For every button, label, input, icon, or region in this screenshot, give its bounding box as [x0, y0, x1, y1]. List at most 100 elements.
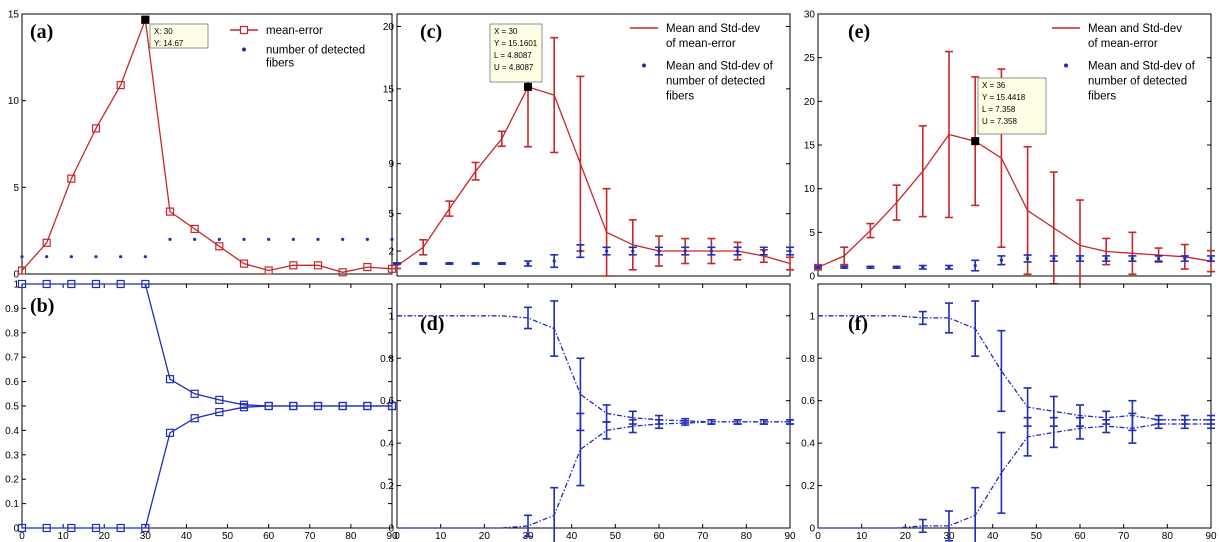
- data-point: [363, 262, 372, 272]
- data-tip-text: L = 7.358: [982, 105, 1016, 114]
- data-point: [341, 237, 345, 241]
- data-tip-text: L = 4.8087: [494, 51, 532, 60]
- legend-label: number of detected: [1088, 76, 1187, 88]
- x-tick-label: 70: [697, 531, 709, 542]
- legend-label: Mean and Std-dev: [1088, 23, 1182, 35]
- panel-d: 00.20.40.60.810102030405060708090(d): [380, 283, 796, 542]
- data-point: [365, 237, 369, 241]
- data-point: [316, 237, 320, 241]
- data-point: [1209, 256, 1213, 261]
- data-tip-text: Y: 14.67: [154, 39, 184, 48]
- data-point: [42, 238, 51, 247]
- x-tick-label: 40: [181, 531, 193, 542]
- data-tip-text: U = 4.8087: [494, 63, 534, 72]
- y-tick-label: 25: [804, 53, 816, 64]
- data-point: [289, 261, 298, 270]
- series-line: [396, 86, 791, 267]
- data-point: [190, 224, 199, 234]
- series-line: [817, 133, 1212, 268]
- y-tick-label: 9: [388, 159, 394, 170]
- data-tip-text: X = 30: [494, 27, 518, 36]
- panel-label: (b): [30, 295, 54, 317]
- data-point: [762, 249, 766, 253]
- y-tick-label: 0.4: [5, 426, 19, 437]
- panel-label: (f): [848, 313, 868, 335]
- data-point: [267, 237, 271, 241]
- y-tick-label: 10: [804, 184, 816, 195]
- data-point: [500, 261, 504, 266]
- series-2: [17, 401, 397, 533]
- series-line: [818, 423, 1211, 529]
- data-point: [999, 258, 1004, 262]
- data-point: [165, 428, 175, 437]
- series-2: [814, 254, 1215, 272]
- data-point: [842, 265, 846, 269]
- y-tick-label: 0.2: [5, 475, 19, 486]
- data-point: [215, 395, 224, 404]
- data-tip-text: Y = 15.4418: [982, 93, 1026, 102]
- data-point: [190, 414, 199, 423]
- data-point: [395, 261, 399, 266]
- data-point: [947, 265, 951, 269]
- data-point: [338, 268, 347, 277]
- legend-marker: [239, 25, 249, 35]
- legend-entry-1: Mean and Std-dev of mean-error: [630, 23, 760, 50]
- plot-area: [21, 13, 393, 275]
- series-2: [393, 244, 794, 269]
- panel-label: (c): [420, 21, 442, 43]
- x-tick-label: 60: [1074, 531, 1086, 542]
- data-point: [1130, 256, 1134, 261]
- data-point: [116, 279, 125, 289]
- data-point: [552, 259, 556, 263]
- series-line: [22, 405, 392, 529]
- data-point: [363, 401, 372, 411]
- legend-marker: [642, 63, 646, 68]
- data-point: [17, 279, 27, 289]
- y-tick-label: 0.2: [801, 481, 815, 492]
- data-point: [242, 237, 246, 241]
- series-2: [20, 237, 394, 259]
- legend-entry-2: Mean and Std-dev of number of detected fib…: [642, 61, 774, 103]
- x-tick-label: 40: [987, 531, 999, 542]
- legend-entry-1: Mean and Std-dev of mean-error: [1052, 23, 1182, 50]
- data-point: [217, 237, 221, 241]
- data-point: [447, 261, 451, 266]
- legend-label: Mean and Std-dev: [666, 23, 760, 35]
- x-tick-label: 20: [99, 531, 111, 542]
- series-line: [21, 19, 393, 273]
- series-1: [17, 15, 397, 277]
- plot-area: [396, 283, 791, 529]
- y-tick-label: 0.8: [5, 328, 19, 339]
- data-point: [193, 237, 197, 241]
- data-tip-box: [149, 23, 209, 49]
- legend-marker: [1064, 63, 1068, 68]
- y-tick-label: 1: [13, 280, 19, 291]
- x-tick-label: 50: [1031, 531, 1043, 542]
- y-tick-label: 0.1: [5, 499, 19, 510]
- data-point: [1183, 256, 1187, 261]
- legend-label: of mean-error: [666, 38, 736, 50]
- panel-label: (d): [420, 313, 444, 335]
- data-point: [45, 255, 49, 259]
- data-point: [1104, 256, 1108, 261]
- data-tip-text: U = 7.358: [982, 117, 1017, 126]
- data-point: [683, 249, 687, 253]
- y-tick-label: 0: [809, 524, 815, 535]
- x-tick-label: 60: [653, 531, 665, 542]
- data-point: [42, 279, 51, 289]
- data-point: [421, 261, 425, 266]
- y-tick-label: 0.5: [5, 402, 19, 413]
- data-point: [736, 249, 740, 253]
- data-point: [215, 408, 224, 417]
- data-point: [631, 249, 635, 253]
- series-line: [397, 421, 790, 529]
- legend-label: Mean and Std-dev of: [666, 61, 774, 73]
- data-point: [387, 401, 397, 411]
- x-tick-label: 40: [566, 531, 578, 542]
- data-point: [605, 249, 609, 253]
- plot-area: [817, 283, 1212, 529]
- legend-label: of mean-error: [1088, 38, 1158, 50]
- data-point: [168, 237, 172, 241]
- x-tick-label: 90: [1205, 531, 1217, 542]
- data-point: [20, 255, 24, 259]
